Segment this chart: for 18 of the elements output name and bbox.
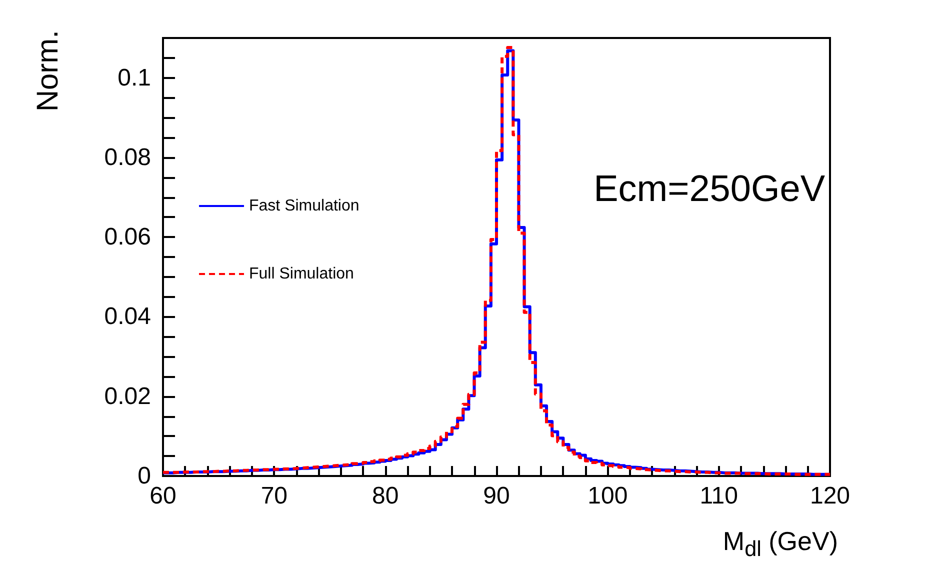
- y-tick-label: 0.08: [104, 144, 151, 171]
- legend-label: Fast Simulation: [249, 198, 360, 214]
- y-tick-label: 0.04: [104, 303, 151, 330]
- x-tick-label: 100: [588, 482, 628, 510]
- y-tick-label: 0.02: [104, 382, 151, 410]
- x-tick-label: 70: [260, 482, 288, 510]
- x-tick-label: 90: [483, 482, 510, 510]
- y-tick-label: 0.1: [118, 64, 151, 92]
- x-tick-label: 120: [810, 482, 850, 510]
- annotation: Ecm=250GeV: [594, 168, 826, 209]
- x-tick-label: 80: [372, 482, 399, 510]
- x-tick-label: 60: [150, 482, 176, 510]
- legend-label: Full Simulation: [249, 266, 354, 282]
- y-axis-title: Norm.: [32, 30, 64, 112]
- x-tick-label: 110: [700, 482, 738, 510]
- x-axis-title: M$_{dl}$ (GeV): [722, 526, 838, 564]
- y-tick-label: 0: [138, 462, 151, 490]
- y-tick-label: 0.06: [104, 224, 151, 251]
